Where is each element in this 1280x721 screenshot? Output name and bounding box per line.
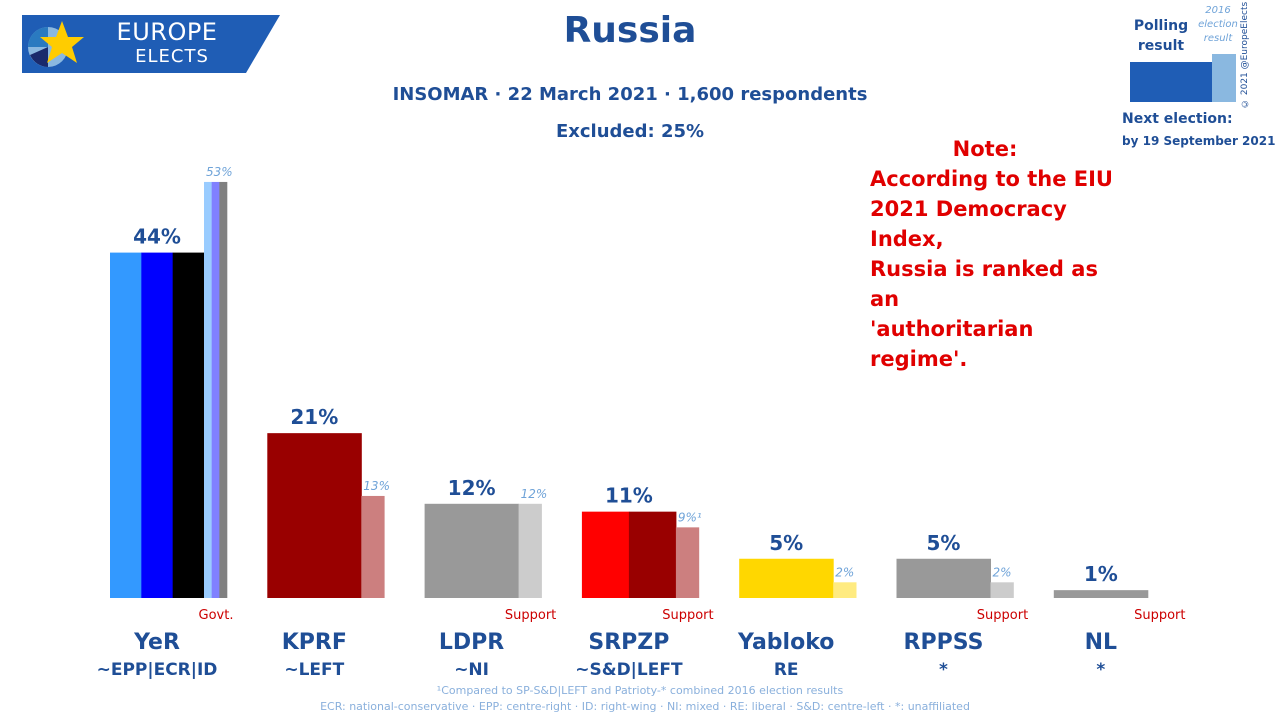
- poll-bar-nl: [1053, 590, 1149, 598]
- legend-previous-swatch: [1212, 54, 1236, 102]
- note-heading: Note:: [952, 137, 1018, 161]
- legend-previous-label: 2016 election result: [1198, 5, 1238, 44]
- chart-title: Russia: [563, 10, 697, 51]
- poll-bar-yer: [110, 252, 142, 598]
- previous-value-label: 2%: [835, 565, 854, 579]
- poll-value-label: 44%: [133, 225, 181, 249]
- next-election-date: by 19 September 2021: [1122, 134, 1276, 148]
- party-status-label: Support: [662, 608, 713, 623]
- party-name-label: Yabloko: [737, 630, 834, 655]
- previous-bar-yabloko: [833, 582, 857, 598]
- previous-value-label: 9%¹: [678, 510, 702, 524]
- party-group-label: ~NI: [454, 660, 489, 680]
- footnote-groups: ECR: national-conservative · EPP: centre…: [320, 700, 970, 713]
- poll-subtitle: INSOMAR · 22 March 2021 · 1,600 responde…: [392, 84, 868, 105]
- poll-value-label: 11%: [605, 484, 653, 508]
- party-group-label: RE: [774, 660, 799, 680]
- poll-value-label: 5%: [769, 531, 803, 555]
- previous-value-label: 12%: [521, 487, 548, 501]
- party-status-label: Support: [505, 608, 556, 623]
- previous-bar-srpzp: [675, 527, 700, 598]
- poll-bar-yer: [172, 252, 205, 598]
- party-name-label: LDPR: [439, 630, 504, 655]
- party-status-label: Govt.: [199, 608, 234, 623]
- note-box: Note: According to the EIU 2021 Democrac…: [870, 134, 1130, 374]
- party-group-label: ~EPP|ECR|ID: [97, 660, 218, 680]
- party-name-label: YeR: [133, 630, 180, 655]
- poll-bar-srpzp: [628, 511, 677, 598]
- party-name-label: SRPZP: [588, 630, 669, 655]
- previous-value-label: 13%: [363, 479, 390, 493]
- europe-elects-logo: [22, 15, 280, 73]
- legend-polling-swatch: [1130, 62, 1212, 102]
- previous-value-label: 53%: [206, 165, 233, 179]
- poll-bar-rppss: [896, 558, 991, 598]
- previous-bar-yer: [219, 181, 228, 598]
- party-status-label: Support: [977, 608, 1028, 623]
- note-line: Russia is ranked as an: [870, 257, 1098, 311]
- previous-bar-kprf: [361, 495, 385, 598]
- note-line: According to the EIU: [870, 167, 1113, 191]
- poll-bar-yabloko: [739, 558, 834, 598]
- note-line: 'authoritarian regime'.: [870, 317, 1034, 371]
- poll-value-label: 1%: [1084, 562, 1118, 586]
- party-group-label: ~LEFT: [284, 660, 344, 680]
- poll-bar-srpzp: [581, 511, 630, 598]
- note-line: 2021 Democracy Index,: [870, 197, 1067, 251]
- next-election-label: Next election:: [1122, 111, 1233, 127]
- previous-bar-rppss: [990, 582, 1014, 598]
- footnote-comparison: ¹Compared to SP-S&D|LEFT and Patrioty-* …: [436, 684, 844, 697]
- excluded-label: Excluded: 25%: [555, 121, 705, 142]
- poll-value-label: 12%: [448, 476, 496, 500]
- logo-text-europe: EUROPE: [116, 18, 218, 46]
- party-group-label: *: [939, 660, 948, 680]
- poll-bar-ldpr: [424, 503, 520, 598]
- legend-polling-label: Polling result: [1133, 18, 1189, 54]
- previous-bar-ldpr: [518, 503, 542, 598]
- party-name-label: NL: [1085, 630, 1117, 655]
- previous-bar-yer: [211, 181, 220, 598]
- party-group-label: *: [1096, 660, 1105, 680]
- logo-text-elects: ELECTS: [135, 46, 209, 67]
- party-name-label: RPPSS: [904, 630, 984, 655]
- party-status-label: Support: [1134, 608, 1185, 623]
- poll-value-label: 21%: [290, 405, 338, 429]
- poll-value-label: 5%: [927, 531, 961, 555]
- poll-bar-kprf: [267, 433, 362, 598]
- party-group-label: ~S&D|LEFT: [575, 660, 683, 680]
- previous-bar-yer: [204, 181, 212, 598]
- previous-value-label: 2%: [993, 565, 1012, 579]
- poll-bar-yer: [141, 252, 174, 598]
- party-name-label: KPRF: [282, 630, 347, 655]
